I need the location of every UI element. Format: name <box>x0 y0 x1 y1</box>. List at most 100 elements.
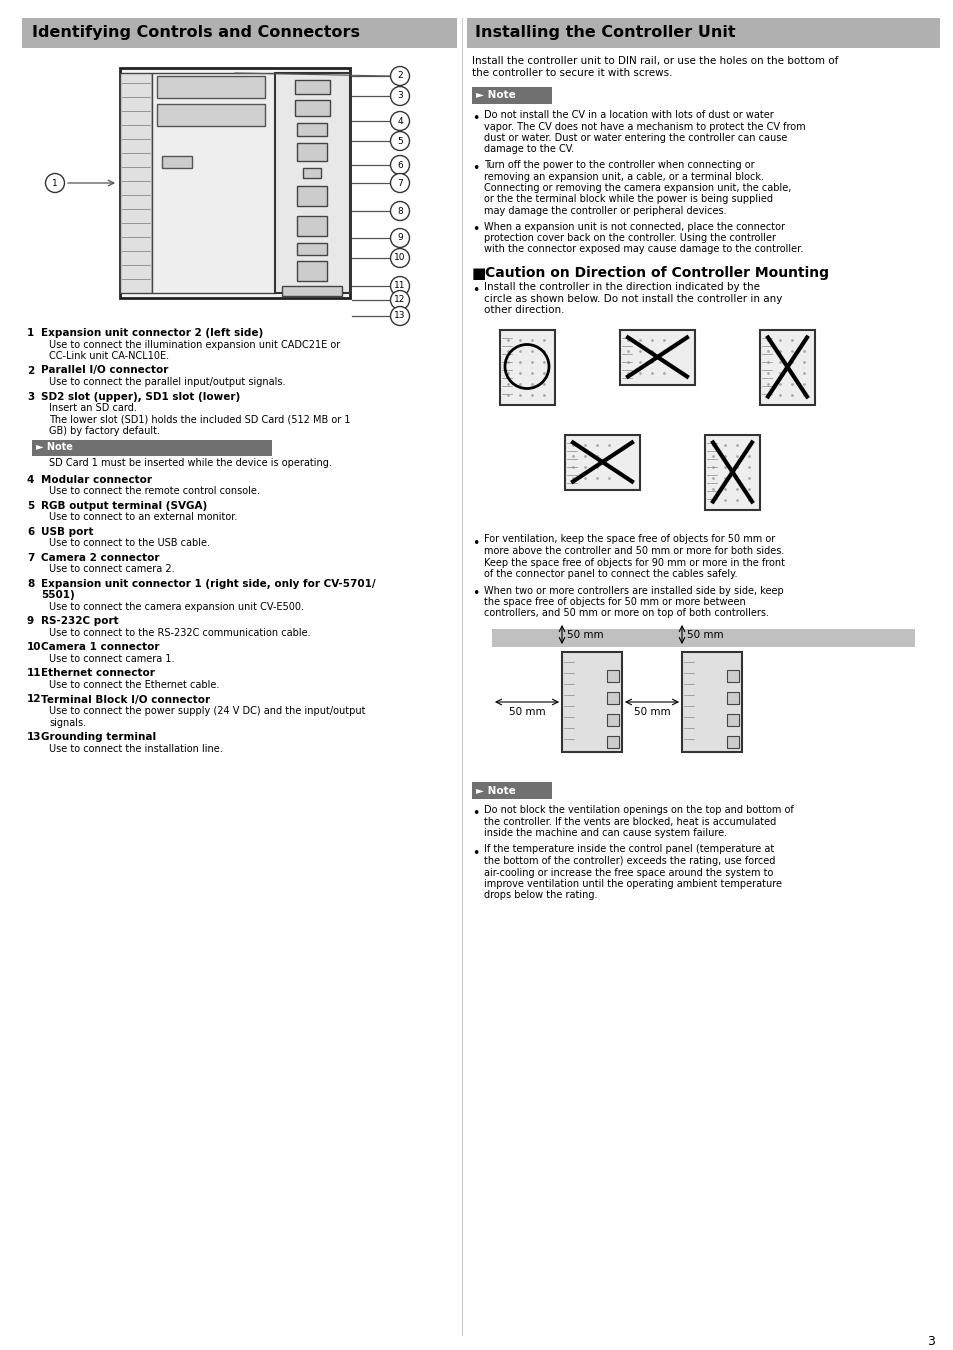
Text: Do not block the ventilation openings on the top and bottom of: Do not block the ventilation openings on… <box>483 805 793 815</box>
Text: 12: 12 <box>27 694 42 705</box>
Bar <box>606 736 618 748</box>
Text: the controller to secure it with screws.: the controller to secure it with screws. <box>472 69 672 78</box>
Text: inside the machine and can cause system failure.: inside the machine and can cause system … <box>483 828 726 838</box>
Bar <box>619 329 695 385</box>
Text: dust or water. Dust or water entering the controller can cause: dust or water. Dust or water entering th… <box>483 134 786 143</box>
Text: 2: 2 <box>396 72 402 81</box>
Text: Identifying Controls and Connectors: Identifying Controls and Connectors <box>32 26 359 40</box>
Text: USB port: USB port <box>41 526 93 537</box>
Text: 5: 5 <box>27 501 34 512</box>
Text: Use to connect to the RS-232C communication cable.: Use to connect to the RS-232C communicat… <box>49 628 311 639</box>
Text: 50 mm: 50 mm <box>686 630 723 640</box>
Text: 6: 6 <box>396 161 402 170</box>
Text: Insert an SD card.: Insert an SD card. <box>49 404 136 413</box>
Text: SD2 slot (upper), SD1 slot (lower): SD2 slot (upper), SD1 slot (lower) <box>41 392 240 401</box>
Text: vapor. The CV does not have a mechanism to protect the CV from: vapor. The CV does not have a mechanism … <box>483 122 804 131</box>
Bar <box>561 652 621 752</box>
Text: Grounding terminal: Grounding terminal <box>41 732 156 742</box>
Bar <box>120 73 152 293</box>
Bar <box>492 629 914 647</box>
Text: 11: 11 <box>27 668 42 679</box>
Bar <box>606 714 618 726</box>
Text: For ventilation, keep the space free of objects for 50 mm or: For ventilation, keep the space free of … <box>483 535 775 544</box>
Text: 4: 4 <box>27 475 34 485</box>
Text: •: • <box>472 224 478 236</box>
Text: •: • <box>472 536 478 549</box>
Bar <box>760 329 814 405</box>
Bar <box>294 100 330 116</box>
Text: 50 mm: 50 mm <box>508 707 545 717</box>
Text: CC-Link unit CA-NCL10E.: CC-Link unit CA-NCL10E. <box>49 351 169 360</box>
Text: Use to connect to an external monitor.: Use to connect to an external monitor. <box>49 513 237 522</box>
Text: improve ventilation until the operating ambient temperature: improve ventilation until the operating … <box>483 879 781 890</box>
Text: 7: 7 <box>396 178 402 188</box>
Bar <box>681 652 741 752</box>
Circle shape <box>390 248 409 267</box>
Bar <box>499 329 555 405</box>
Text: RS-232C port: RS-232C port <box>41 617 118 626</box>
Text: signals.: signals. <box>49 717 86 728</box>
Circle shape <box>390 306 409 325</box>
Bar <box>296 186 327 207</box>
Text: 1: 1 <box>27 328 34 338</box>
Text: 9: 9 <box>396 234 402 243</box>
Text: 13: 13 <box>394 312 405 320</box>
Text: SD Card 1 must be inserted while the device is operating.: SD Card 1 must be inserted while the dev… <box>49 459 332 468</box>
Text: Keep the space free of objects for 90 mm or more in the front: Keep the space free of objects for 90 mm… <box>483 558 784 567</box>
Bar <box>274 73 350 293</box>
Text: GB) by factory default.: GB) by factory default. <box>49 427 160 436</box>
Bar <box>157 104 265 126</box>
Text: 3: 3 <box>27 392 34 401</box>
Text: removing an expansion unit, a cable, or a terminal block.: removing an expansion unit, a cable, or … <box>483 171 763 181</box>
Text: When two or more controllers are installed side by side, keep: When two or more controllers are install… <box>483 586 783 595</box>
Text: Caution on Direction of Controller Mounting: Caution on Direction of Controller Mount… <box>484 266 828 279</box>
Text: Use to connect camera 2.: Use to connect camera 2. <box>49 564 174 575</box>
Circle shape <box>390 277 409 296</box>
Text: Expansion unit connector 2 (left side): Expansion unit connector 2 (left side) <box>41 328 263 338</box>
Text: 5: 5 <box>396 136 402 146</box>
Bar <box>467 18 939 49</box>
Text: Use to connect the Ethernet cable.: Use to connect the Ethernet cable. <box>49 680 219 690</box>
Text: Turn off the power to the controller when connecting or: Turn off the power to the controller whe… <box>483 161 754 170</box>
Circle shape <box>390 155 409 174</box>
Text: ► Note: ► Note <box>36 443 72 452</box>
Bar <box>726 714 739 726</box>
Text: Parallel I/O connector: Parallel I/O connector <box>41 366 168 375</box>
Text: Use to connect to the USB cable.: Use to connect to the USB cable. <box>49 539 210 548</box>
Text: 8: 8 <box>396 207 402 216</box>
Text: 50 mm: 50 mm <box>566 630 603 640</box>
Text: Use to connect camera 1.: Use to connect camera 1. <box>49 653 174 664</box>
Circle shape <box>390 290 409 309</box>
Bar <box>296 216 327 236</box>
Text: 10: 10 <box>394 254 405 262</box>
Text: Use to connect the camera expansion unit CV-E500.: Use to connect the camera expansion unit… <box>49 602 304 612</box>
Bar <box>152 73 274 293</box>
Text: ► Note: ► Note <box>476 90 516 100</box>
Text: Modular connector: Modular connector <box>41 475 152 485</box>
Text: Connecting or removing the camera expansion unit, the cable,: Connecting or removing the camera expans… <box>483 184 791 193</box>
Circle shape <box>390 112 409 131</box>
Circle shape <box>390 66 409 85</box>
Circle shape <box>390 174 409 193</box>
Bar <box>32 440 272 455</box>
Text: 3: 3 <box>926 1335 934 1349</box>
Text: Install the controller in the direction indicated by the: Install the controller in the direction … <box>483 282 760 292</box>
Text: the controller. If the vents are blocked, heat is accumulated: the controller. If the vents are blocked… <box>483 817 776 826</box>
Bar <box>726 736 739 748</box>
Text: 1: 1 <box>52 178 58 188</box>
Text: Expansion unit connector 1 (right side, only for CV-5701/: Expansion unit connector 1 (right side, … <box>41 579 375 589</box>
Text: Use to connect the illumination expansion unit CADC21E or: Use to connect the illumination expansio… <box>49 339 340 350</box>
Text: ► Note: ► Note <box>476 786 516 795</box>
Text: Installing the Controller Unit: Installing the Controller Unit <box>475 26 735 40</box>
Text: •: • <box>472 162 478 176</box>
Bar <box>564 435 639 490</box>
Bar <box>296 261 327 281</box>
Text: Camera 2 connector: Camera 2 connector <box>41 554 159 563</box>
Text: protection cover back on the controller. Using the controller: protection cover back on the controller.… <box>483 234 775 243</box>
Text: 6: 6 <box>27 526 34 537</box>
Text: Use to connect the remote control console.: Use to connect the remote control consol… <box>49 486 259 497</box>
Text: •: • <box>472 587 478 601</box>
Text: 3: 3 <box>396 92 402 100</box>
Text: Ethernet connector: Ethernet connector <box>41 668 154 679</box>
Bar <box>296 143 327 161</box>
